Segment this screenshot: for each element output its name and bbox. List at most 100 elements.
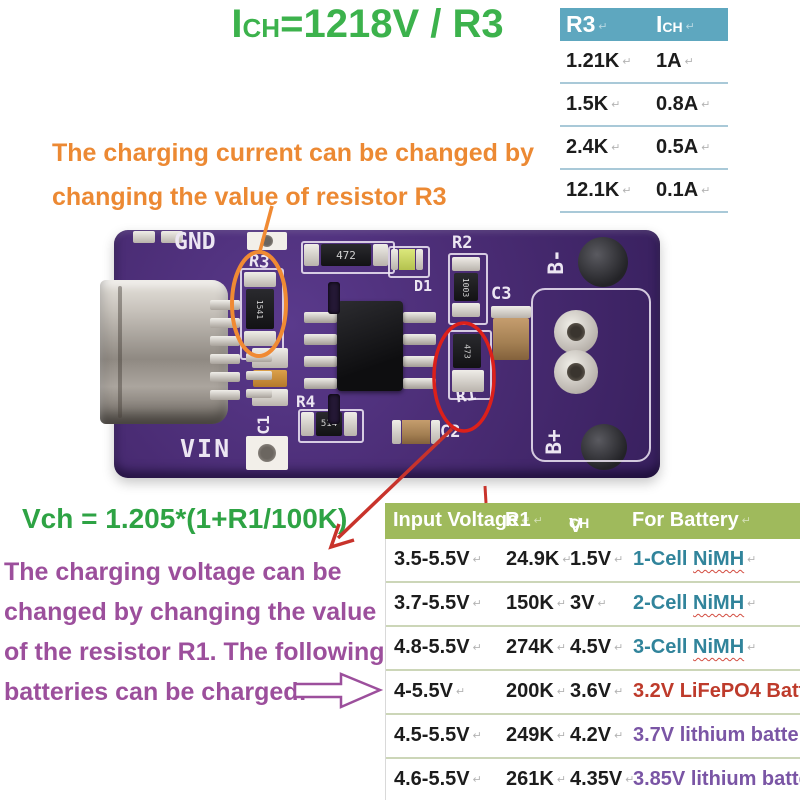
battery-cell: 3.2V LiFePO4 Battery xyxy=(633,680,800,703)
pad-with-hole xyxy=(247,232,287,250)
usb-pin xyxy=(210,390,240,400)
title-subscript: CH xyxy=(242,13,281,43)
ic-lead xyxy=(304,356,337,367)
battery-cell: 3-Cell NiMH xyxy=(633,636,756,659)
title-symbol: I xyxy=(231,2,243,46)
r3-resistor: 1541 xyxy=(246,289,274,329)
battery-cell: 1-Cell NiMH xyxy=(633,548,756,571)
pcb-photo: GND VIN B- B+ R3 R2 D1 C3 R1 C2 R4 C1 15… xyxy=(100,222,665,484)
vch-cell: 1.5V xyxy=(570,548,623,571)
note-line: changing the value of resistor R3 xyxy=(52,183,447,211)
table-row: 2.4K 0.5A xyxy=(560,127,728,170)
input-voltage-cell: 3.5-5.5V xyxy=(394,548,482,571)
battery-pad-outline xyxy=(531,288,651,462)
solder-pad xyxy=(133,231,155,243)
silkscreen-vin: VIN xyxy=(180,434,232,463)
table-row: 4-5.5V 200K 3.6V 3.2V LiFePO4 Battery xyxy=(386,671,800,715)
r4-pad xyxy=(301,412,314,436)
pad-with-hole xyxy=(246,436,288,470)
r3-pad xyxy=(244,272,276,287)
r3-value: 1.21K xyxy=(560,50,656,73)
solder-pad xyxy=(161,231,183,243)
note-line: batteries can be charged: xyxy=(4,678,307,706)
c3-pad xyxy=(491,306,531,318)
silkscreen-c2: C2 xyxy=(440,422,461,442)
table-row: 1.5K 0.8A xyxy=(560,84,728,127)
header-r3: R3 xyxy=(560,11,656,38)
r3-value: 1.5K xyxy=(560,93,656,116)
c2-pad xyxy=(392,420,401,444)
vch-formula: Vch = 1.205*(1+R1/100K) xyxy=(22,503,348,534)
usb-pin xyxy=(210,336,240,346)
r2-pad xyxy=(452,303,480,317)
ich-value: 0.5A xyxy=(656,136,710,159)
note-line: The charging voltage can be xyxy=(4,558,342,586)
input-voltage-cell: 3.7-5.5V xyxy=(394,592,482,615)
r2-pad xyxy=(452,257,480,271)
r1-pad xyxy=(452,370,484,392)
r4-pad xyxy=(344,412,357,436)
battery-cell: 3.7V lithium battery xyxy=(633,724,800,747)
r1-cell: 261K xyxy=(506,768,566,791)
silkscreen-c3: C3 xyxy=(491,284,512,304)
battery-hole xyxy=(554,350,598,394)
header-r1: R1 xyxy=(505,509,543,532)
r1-cell: 150K xyxy=(506,592,566,615)
input-voltage-cell: 4-5.5V xyxy=(394,680,465,703)
table-row: 4.6-5.5V 261K 4.35V 3.85V lithium batter… xyxy=(386,759,800,800)
battery-table-header: Input Voltage R1 VCH For Battery xyxy=(385,503,800,539)
header-vch: V CH xyxy=(569,509,589,537)
vch-cell: 4.5V xyxy=(570,636,623,659)
c2-capacitor xyxy=(402,420,430,444)
r3-current-table: R3 ICH 1.21K 1A 1.5K 0.8A 2.4K 0.5A 12.1… xyxy=(560,8,728,213)
ic-lead xyxy=(304,378,337,389)
mounting-hole xyxy=(581,424,627,470)
silkscreen-r2: R2 xyxy=(452,233,473,253)
usb-shell-slot xyxy=(328,394,340,424)
charging-current-note: The charging current can be changed by c… xyxy=(52,131,534,219)
resistor-472: 472 xyxy=(321,244,371,266)
input-voltage-cell: 4.6-5.5V xyxy=(394,768,482,791)
battery-hole xyxy=(554,310,598,354)
usb-pin xyxy=(246,389,272,398)
vch-cell: 3.6V xyxy=(570,680,623,703)
led-pad xyxy=(416,249,423,270)
silkscreen-b-minus: B- xyxy=(544,249,568,275)
vch-cell: 3V xyxy=(570,592,607,615)
r1-resistor: 473 xyxy=(453,334,481,368)
ic-lead xyxy=(403,312,436,323)
c3-capacitor xyxy=(493,318,529,360)
ic-lead xyxy=(403,334,436,345)
ich-value: 0.1A xyxy=(656,179,710,202)
silkscreen-r4: R4 xyxy=(296,392,316,411)
ich-value: 0.8A xyxy=(656,93,710,116)
r1-cell: 274K xyxy=(506,636,566,659)
input-voltage-cell: 4.5-5.5V xyxy=(394,724,482,747)
usb-shell-slot xyxy=(328,282,340,314)
table-row: 3.5-5.5V 24.9K 1.5V 1-Cell NiMH xyxy=(386,539,800,583)
usb-c-connector xyxy=(100,280,228,424)
silkscreen-c1: C1 xyxy=(253,415,273,435)
r2-resistor: 1003 xyxy=(454,273,478,301)
vch-cell: 4.2V xyxy=(570,724,623,747)
table-row: 1.21K 1A xyxy=(560,41,728,84)
table-row: 4.5-5.5V 249K 4.2V 3.7V lithium battery xyxy=(386,715,800,759)
usb-pin xyxy=(210,372,240,382)
note-line: changed by changing the value xyxy=(4,598,377,626)
charger-ic xyxy=(337,301,403,391)
usb-pin xyxy=(246,371,272,380)
resistor-pad xyxy=(304,244,319,266)
note-line: of the resistor R1. The following xyxy=(4,638,385,666)
r1-cell: 200K xyxy=(506,680,566,703)
silkscreen-d1: D1 xyxy=(414,277,433,295)
red-tick xyxy=(483,485,488,504)
r3-pad xyxy=(244,331,276,346)
title-rest: =1218V / R3 xyxy=(280,2,504,46)
r3-table-header: R3 ICH xyxy=(560,8,728,41)
page-title: ICH=1218V / R3 xyxy=(195,2,540,47)
table-row: 4.8-5.5V 274K 4.5V 3-Cell NiMH xyxy=(386,627,800,671)
usb-pin xyxy=(210,318,240,328)
c2-pad xyxy=(431,420,440,444)
battery-cell: 2-Cell NiMH xyxy=(633,592,756,615)
